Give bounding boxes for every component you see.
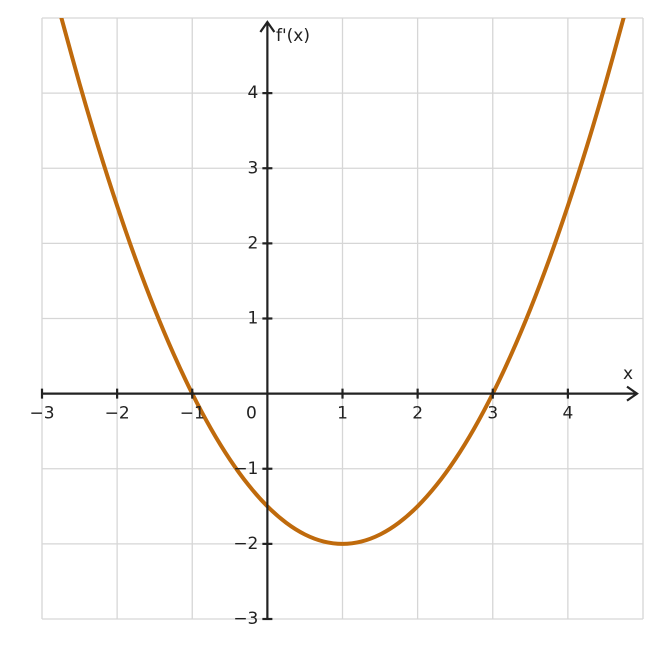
- y-tick-label: 4: [248, 83, 259, 103]
- curve: [59, 18, 626, 546]
- y-tick-label: −3: [233, 609, 258, 629]
- x-axis-label: x: [623, 364, 633, 384]
- x-tick-label: 2: [412, 404, 423, 424]
- y-tick-label: −2: [233, 534, 258, 554]
- y-axis-label: f'(x): [276, 26, 310, 46]
- y-tick-label: −1: [233, 459, 258, 479]
- x-tick-label: −1: [180, 404, 205, 424]
- x-tick-label: −2: [105, 404, 130, 424]
- x-tick-label: 0: [246, 404, 257, 424]
- x-axis-arrow: [626, 385, 639, 402]
- y-tick-label: 2: [248, 233, 259, 253]
- x-tick-label: 1: [337, 404, 348, 424]
- x-tick-label: 4: [562, 404, 573, 424]
- x-tick-label: −3: [29, 404, 54, 424]
- x-tick-label: 3: [487, 404, 498, 424]
- y-axis-arrow: [259, 20, 276, 33]
- y-tick-label: 1: [248, 309, 259, 329]
- y-tick-label: 3: [248, 158, 259, 178]
